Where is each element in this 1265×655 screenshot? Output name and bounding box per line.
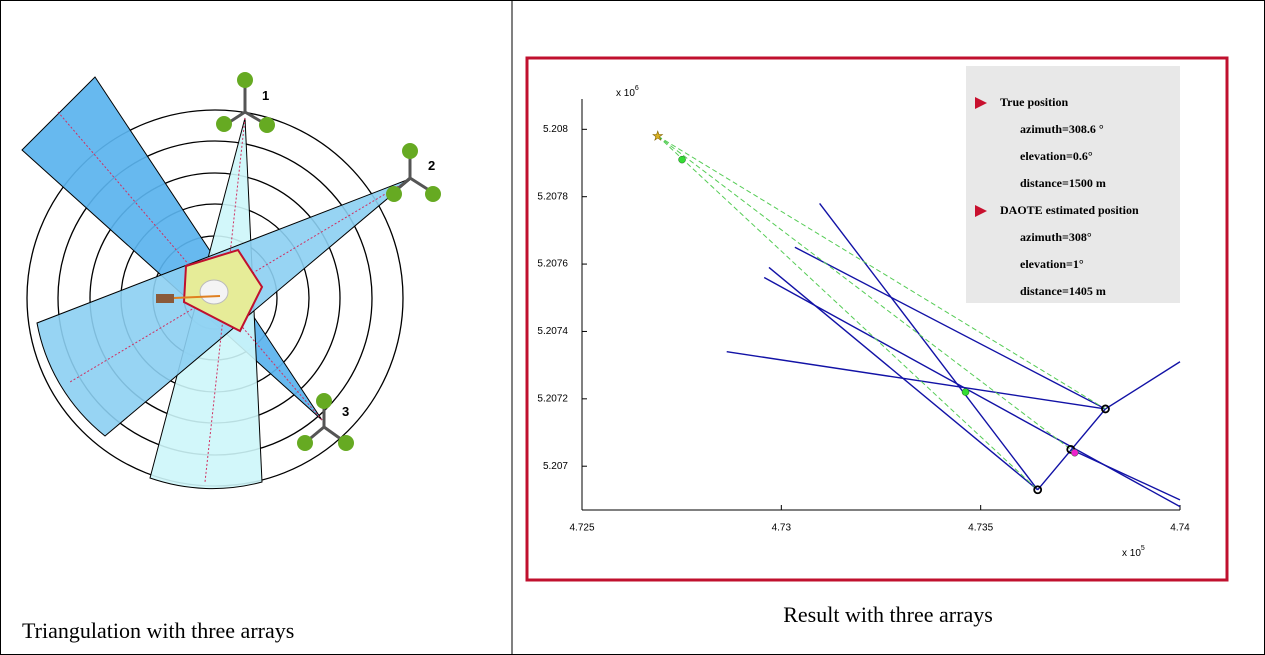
x-tick-label: 4.735: [968, 523, 993, 534]
y-tick-label: 5.207: [543, 461, 568, 472]
y-tick-label: 5.208: [543, 124, 568, 135]
trace-line: [726, 350, 1106, 410]
axis-multiplier: x 106: [616, 85, 639, 99]
source: [199, 279, 229, 305]
y-tick-label: 5.2072: [537, 393, 568, 404]
triangulation-diagram: 1 2 3: [21, 72, 441, 490]
trace-line: [1037, 361, 1181, 491]
array-marker: [1033, 485, 1043, 495]
legend-entry: distance=1500 m: [1020, 176, 1106, 190]
x-tick-label: 4.73: [772, 523, 792, 534]
legend-marker: [975, 97, 987, 109]
x-tick-label: 4.74: [1170, 523, 1190, 534]
array-label: 3: [342, 404, 349, 419]
position-marker: [961, 388, 970, 396]
y-tick-label: 5.2076: [537, 259, 568, 270]
trace-line: [657, 135, 1072, 450]
array-marker: [1101, 404, 1110, 414]
beam-axes: [57, 111, 413, 483]
y-tick-label: 5.2078: [537, 191, 568, 202]
legend-box: [966, 66, 1180, 303]
array-label: 1: [262, 88, 269, 103]
legend-title: DAOTE estimated position: [1000, 203, 1139, 217]
multiplier-base: x 10: [616, 88, 635, 99]
shot: [173, 295, 221, 299]
legend-entry: distance=1405 m: [1020, 284, 1106, 298]
legend-entry: azimuth=308°: [1020, 230, 1092, 244]
chart: 4.725 4.73 4.735 4.74 5.207 5.2072 5.2074 5.207…: [537, 66, 1190, 559]
x-tick-label: 4.725: [569, 523, 594, 534]
y-tick-label: 5.2074: [537, 326, 568, 337]
arrays: [216, 72, 441, 451]
caption: Triangulation with three arrays: [22, 618, 294, 643]
axis-multiplier: x 105: [1122, 545, 1145, 559]
trace-line: [794, 246, 1106, 410]
trace-line: [657, 135, 1039, 491]
estimate-marker: [652, 130, 664, 141]
array-label: 2: [428, 158, 435, 173]
trace-line: [819, 203, 1039, 491]
caption: Result with three arrays: [783, 602, 993, 627]
multiplier-base: x 10: [1122, 548, 1141, 559]
trace-line: [657, 135, 1106, 410]
legend-entry: elevation=1°: [1020, 257, 1084, 271]
multiplier-exponent: 5: [1141, 545, 1145, 552]
position-marker: [1071, 448, 1079, 457]
position-marker: [678, 155, 686, 164]
multiplier-exponent: 6: [635, 85, 639, 92]
legend-entry: azimuth=308.6 °: [1020, 122, 1104, 136]
legend-marker: [975, 205, 987, 217]
trace-line: [1070, 448, 1181, 501]
legend-entry: elevation=0.6°: [1020, 149, 1093, 163]
gun-icon: [156, 294, 174, 303]
legend-title: True position: [1000, 95, 1068, 109]
